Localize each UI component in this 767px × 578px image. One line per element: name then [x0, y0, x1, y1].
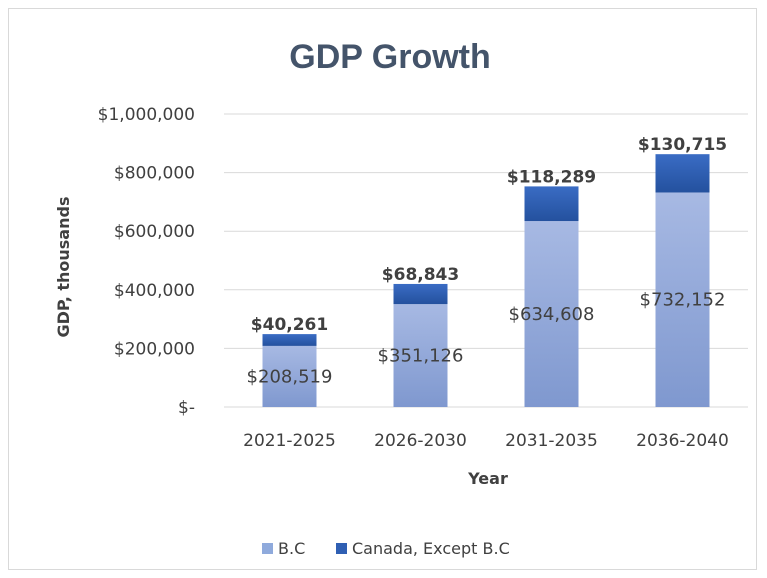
data-label-bc: $351,126	[378, 346, 464, 367]
data-label-canada-except-bc: $118,289	[507, 167, 596, 187]
y-tick-label: $400,000	[114, 281, 195, 301]
legend-swatch-bc	[262, 543, 273, 554]
bar-canada-except-bc	[655, 154, 710, 193]
data-label-canada-except-bc: $130,715	[638, 135, 727, 155]
bar-canada-except-bc	[524, 186, 579, 222]
y-axis-ticks: $- $200,000 $400,000 $600,000 $800,000 $1,000…	[98, 105, 195, 418]
y-tick-label: $-	[178, 398, 195, 418]
bars	[262, 154, 710, 407]
data-label-canada-except-bc: $40,261	[251, 315, 328, 335]
data-label-bc: $634,608	[509, 304, 595, 325]
x-axis-ticks: 2021-2025 2026-2030 2031-2035 2036-2040	[243, 431, 729, 451]
x-tick-label: 2021-2025	[243, 431, 336, 451]
y-axis-title: GDP, thousands	[54, 197, 73, 338]
x-tick-label: 2036-2040	[636, 431, 729, 451]
data-label-canada-except-bc: $68,843	[382, 265, 459, 285]
bar-bc	[655, 192, 710, 407]
bar-bc	[524, 221, 579, 407]
bar-canada-except-bc	[393, 283, 448, 305]
legend-label-bc: B.C	[278, 539, 305, 558]
y-tick-label: $600,000	[114, 222, 195, 242]
chart-frame	[8, 8, 757, 570]
data-label-bc: $208,519	[247, 366, 333, 387]
data-labels: $208,519 $40,261 $351,126 $68,843 $634,608 $1…	[247, 135, 728, 387]
bar-bc	[393, 304, 448, 407]
y-tick-label: $800,000	[114, 164, 195, 184]
bar-bc	[262, 345, 317, 407]
legend-label-canada-except-bc: Canada, Except B.C	[352, 539, 510, 558]
x-tick-label: 2026-2030	[374, 431, 467, 451]
x-tick-label: 2031-2035	[505, 431, 598, 451]
data-label-bc: $732,152	[640, 290, 726, 311]
y-tick-label: $1,000,000	[98, 105, 195, 125]
x-axis-title: Year	[467, 469, 508, 488]
chart-title: GDP Growth	[289, 38, 491, 76]
legend-swatch-canada-except-bc	[336, 543, 347, 554]
bar-canada-except-bc	[262, 334, 317, 346]
y-tick-label: $200,000	[114, 339, 195, 359]
legend: B.C Canada, Except B.C	[262, 539, 510, 558]
